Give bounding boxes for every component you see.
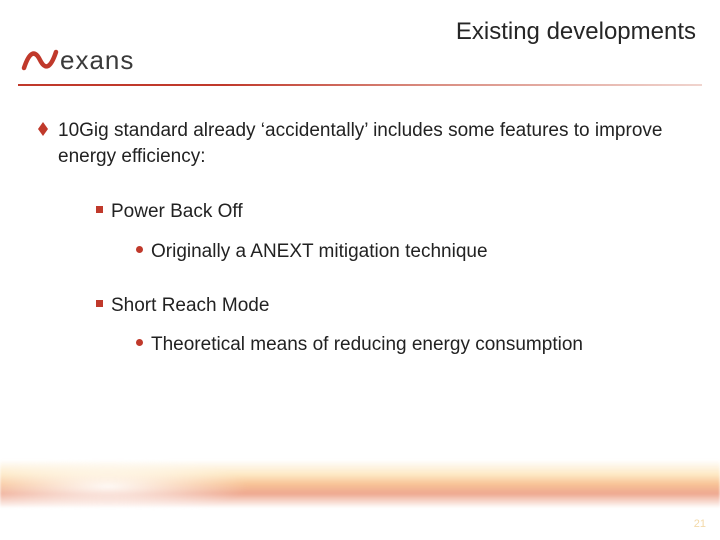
diamond-bullet-icon [38,122,48,136]
bullet-sub2-text: Short Reach Mode [111,293,269,319]
content-area: 10Gig standard already ‘accidentally’ in… [38,118,690,378]
dot-bullet-icon [136,246,143,253]
bullet-sub1-detail-text: Originally a ANEXT mitigation technique [151,239,488,265]
bullet-level1: 10Gig standard already ‘accidentally’ in… [38,118,690,169]
page-number: 21 [694,518,706,530]
footer-decorative-band [0,460,720,508]
bullet-level3: Originally a ANEXT mitigation technique [136,239,690,265]
square-bullet-icon [96,300,103,307]
slide-title: Existing developments [456,18,696,46]
header-divider [18,84,702,86]
svg-text:exans: exans [60,45,134,75]
bullet-level2: Power Back Off [96,199,690,225]
slide: Existing developments exans 10Gig standa… [0,0,720,540]
bullet-main-text: 10Gig standard already ‘accidentally’ in… [58,118,690,169]
nexans-logo: exans [18,38,178,87]
bullet-sub1-text: Power Back Off [111,199,243,225]
dot-bullet-icon [136,339,143,346]
bullet-sub2-detail-text: Theoretical means of reducing energy con… [151,332,583,358]
square-bullet-icon [96,206,103,213]
bullet-level3: Theoretical means of reducing energy con… [136,332,690,358]
bullet-level2: Short Reach Mode [96,293,690,319]
